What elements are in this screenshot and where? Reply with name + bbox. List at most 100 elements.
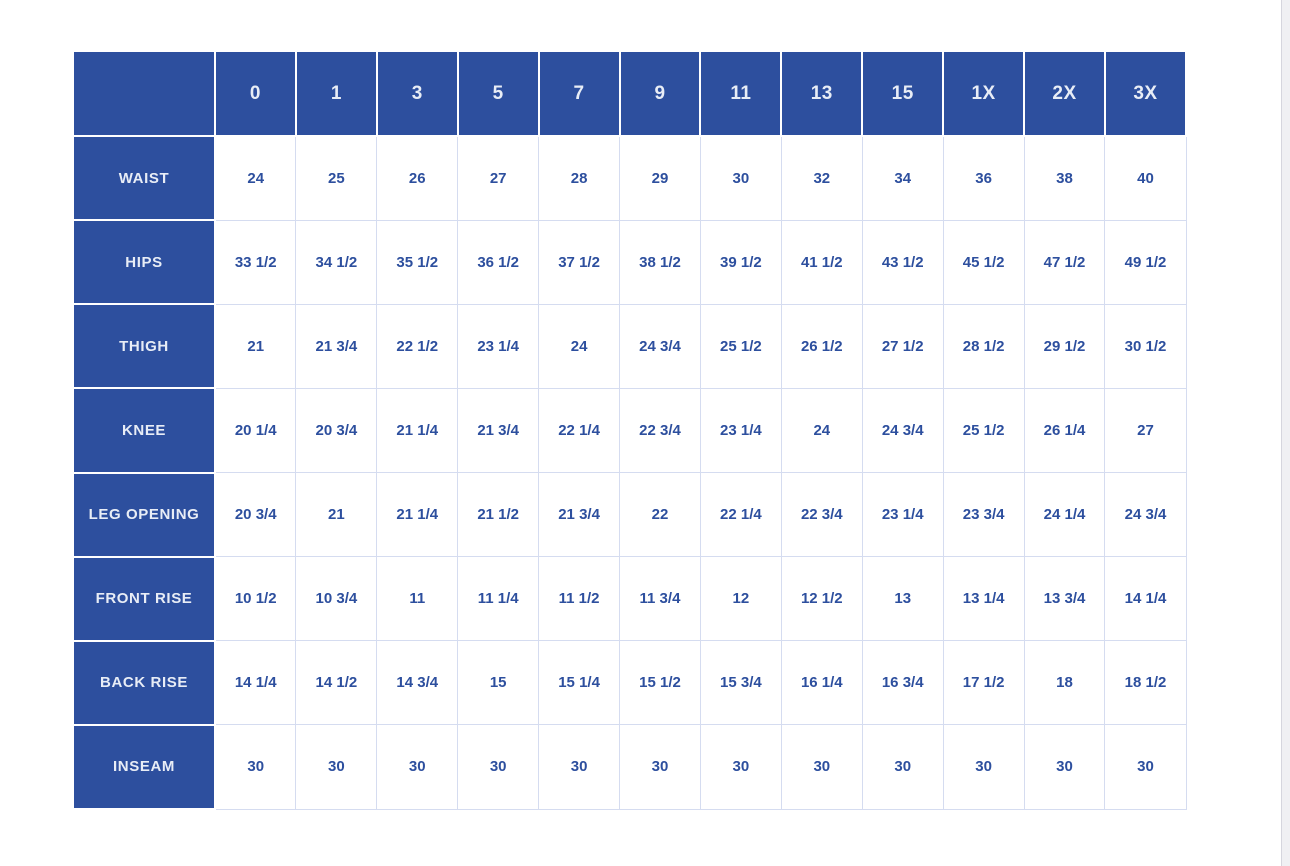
size-header-cell-5: 5 — [456, 50, 540, 137]
size-chart-header: 0 1 3 5 7 9 11 13 15 1X 2X 3X — [72, 50, 1188, 137]
size-header-cell-2x: 2X — [1023, 50, 1106, 137]
value-cell: 21 — [214, 303, 297, 389]
value-cell: 30 — [1023, 724, 1106, 810]
value-cell: 49 1/2 — [1104, 219, 1187, 305]
value-cell: 14 3/4 — [376, 640, 459, 726]
row-label-cell: INSEAM — [72, 723, 216, 811]
value-cell: 12 — [699, 556, 782, 642]
value-cell: 33 1/2 — [214, 219, 297, 305]
value-cell: 30 — [1104, 724, 1187, 810]
value-cell: 23 1/4 — [861, 471, 944, 558]
size-header-cell-11: 11 — [699, 50, 783, 137]
value-cell: 28 1/2 — [942, 303, 1025, 389]
value-cell: 21 1/2 — [457, 471, 540, 558]
size-header-cell-1x: 1X — [942, 50, 1026, 137]
table-row-inseam: INSEAM 30 30 30 30 30 30 30 30 30 30 30 30 — [72, 723, 1187, 811]
size-header-cell-13: 13 — [780, 50, 864, 137]
value-cell: 39 1/2 — [699, 219, 782, 305]
value-cell: 24 3/4 — [619, 303, 701, 389]
value-cell: 29 — [619, 135, 701, 221]
value-cell: 30 — [942, 724, 1025, 810]
value-cell: 45 1/2 — [942, 219, 1025, 305]
value-cell: 24 3/4 — [861, 387, 944, 474]
value-cell: 27 — [1104, 387, 1187, 474]
header-row: 0 1 3 5 7 9 11 13 15 1X 2X 3X — [72, 50, 1188, 137]
value-cell: 43 1/2 — [861, 219, 944, 305]
value-cell: 21 3/4 — [538, 471, 621, 558]
row-label-cell: FRONT RISE — [72, 555, 216, 642]
value-cell: 35 1/2 — [376, 219, 459, 305]
vertical-scrollbar-track[interactable] — [1281, 0, 1290, 866]
value-cell: 34 1/2 — [295, 219, 378, 305]
size-header-cell-9: 9 — [618, 50, 702, 137]
size-header-cell-7: 7 — [537, 50, 621, 137]
value-cell: 20 1/4 — [214, 387, 297, 474]
value-cell: 34 — [861, 135, 944, 221]
size-chart-body: WAIST 24 25 26 27 28 29 30 32 34 36 38 40 HIPS 33 1/2 3… — [72, 134, 1187, 811]
value-cell: 30 — [699, 724, 782, 810]
value-cell: 13 — [861, 556, 944, 642]
value-cell: 24 — [538, 303, 621, 389]
value-cell: 20 3/4 — [214, 471, 297, 558]
row-label-cell: BACK RISE — [72, 639, 216, 726]
value-cell: 14 1/4 — [1104, 556, 1187, 642]
size-chart-table: 0 1 3 5 7 9 11 13 15 1X 2X 3X WAIST 24 25 26 27 28 29 30 32… — [72, 50, 1188, 811]
corner-cell — [72, 50, 216, 137]
value-cell: 12 1/2 — [780, 556, 863, 642]
value-cell: 30 — [699, 135, 782, 221]
value-cell: 20 3/4 — [295, 387, 378, 474]
value-cell: 30 — [538, 724, 621, 810]
value-cell: 13 3/4 — [1023, 556, 1106, 642]
value-cell: 41 1/2 — [780, 219, 863, 305]
value-cell: 23 1/4 — [699, 387, 782, 474]
value-cell: 21 1/4 — [376, 387, 459, 474]
value-cell: 21 1/4 — [376, 471, 459, 558]
value-cell: 26 1/4 — [1023, 387, 1106, 474]
value-cell: 11 1/4 — [457, 556, 540, 642]
value-cell: 14 1/2 — [295, 640, 378, 726]
value-cell: 22 1/2 — [376, 303, 459, 389]
value-cell: 11 3/4 — [619, 556, 701, 642]
row-label-cell: LEG OPENING — [72, 471, 216, 558]
value-cell: 30 — [214, 724, 297, 810]
size-header-cell-3: 3 — [375, 50, 459, 137]
value-cell: 24 1/4 — [1023, 471, 1106, 558]
value-cell: 29 1/2 — [1023, 303, 1106, 389]
value-cell: 11 1/2 — [538, 556, 621, 642]
value-cell: 15 3/4 — [699, 640, 782, 726]
value-cell: 32 — [780, 135, 863, 221]
size-header-cell-0: 0 — [214, 50, 297, 137]
value-cell: 21 3/4 — [295, 303, 378, 389]
value-cell: 30 — [295, 724, 378, 810]
value-cell: 30 — [861, 724, 944, 810]
value-cell: 36 — [942, 135, 1025, 221]
value-cell: 22 1/4 — [538, 387, 621, 474]
size-header-cell-15: 15 — [861, 50, 945, 137]
row-label-cell: WAIST — [72, 134, 216, 222]
value-cell: 27 — [457, 135, 540, 221]
value-cell: 27 1/2 — [861, 303, 944, 389]
size-header-cell-3x: 3X — [1103, 50, 1188, 137]
row-label-cell: KNEE — [72, 387, 216, 474]
value-cell: 24 — [214, 135, 297, 221]
value-cell: 18 1/2 — [1104, 640, 1187, 726]
value-cell: 23 1/4 — [457, 303, 540, 389]
value-cell: 38 1/2 — [619, 219, 701, 305]
value-cell: 24 3/4 — [1104, 471, 1187, 558]
value-cell: 16 1/4 — [780, 640, 863, 726]
value-cell: 22 — [619, 471, 701, 558]
value-cell: 11 — [376, 556, 459, 642]
value-cell: 22 1/4 — [699, 471, 782, 558]
value-cell: 30 — [457, 724, 540, 810]
table-row-leg-opening: LEG OPENING 20 3/4 21 21 1/4 21 1/2 21 3/4 22 2… — [72, 471, 1187, 558]
value-cell: 40 — [1104, 135, 1187, 221]
value-cell: 26 — [376, 135, 459, 221]
value-cell: 26 1/2 — [780, 303, 863, 389]
value-cell: 14 1/4 — [214, 640, 297, 726]
value-cell: 30 — [619, 724, 701, 810]
value-cell: 23 3/4 — [942, 471, 1025, 558]
table-row-front-rise: FRONT RISE 10 1/2 10 3/4 11 11 1/4 11 1/2 11 3… — [72, 555, 1187, 642]
table-row-hips: HIPS 33 1/2 34 1/2 35 1/2 36 1/2 37 1/2 38 1/2… — [72, 219, 1187, 306]
value-cell: 30 — [376, 724, 459, 810]
